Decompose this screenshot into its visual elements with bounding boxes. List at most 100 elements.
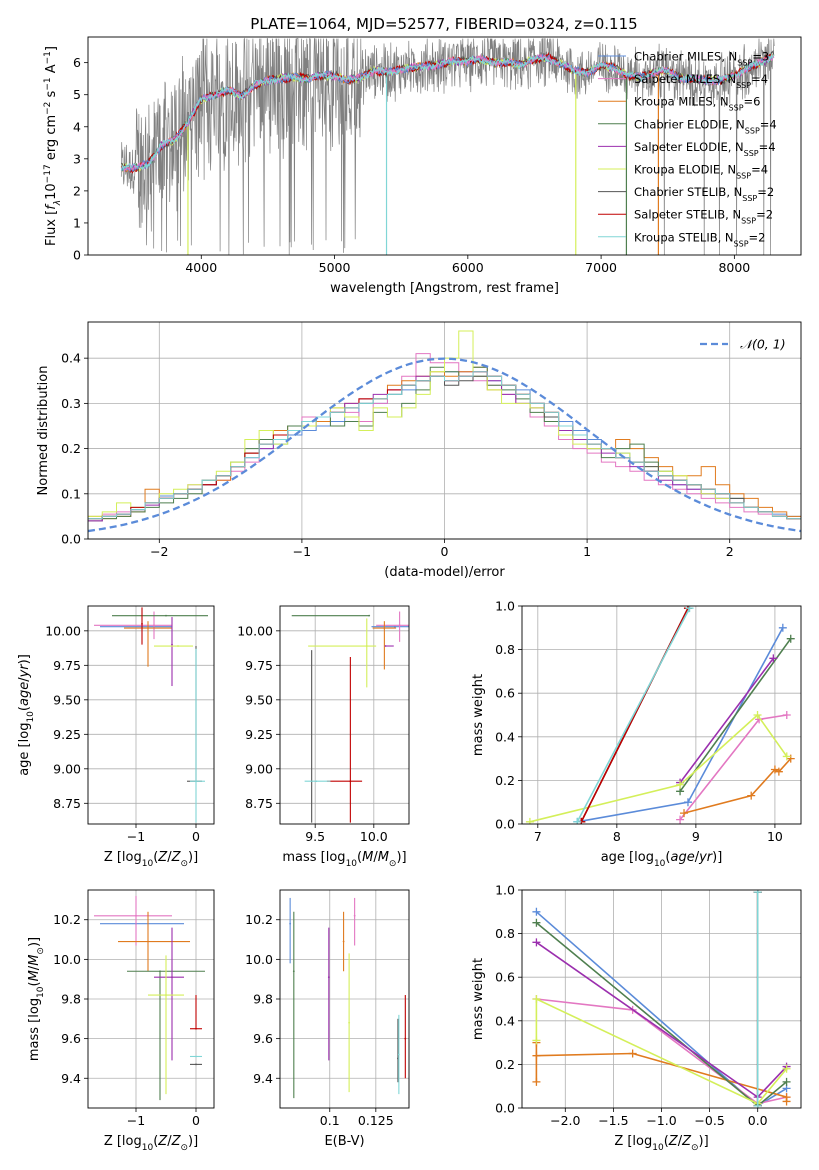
panel-mass-vs-metallicity: −1 0 9.4 9.6 9.8 10.0 10.2 Z [log10(Z/Z⊙)] mass …: [27, 889, 215, 1153]
y-tick-label: 10.00: [45, 623, 81, 638]
axes-frame: [521, 889, 802, 1109]
y-tick-label: 0.0: [495, 817, 515, 832]
x-axis-label: (data-model)/error: [384, 565, 505, 580]
series-marker-salpeter_elodie: [769, 654, 778, 663]
legend-label: Kroupa ELODIE, NSSP=4: [634, 163, 768, 181]
x-tick-label: 8: [613, 829, 621, 844]
axes-frame: [87, 321, 802, 540]
y-tick-label: 1.0: [495, 599, 515, 614]
data-point-salpeter_miles: [353, 914, 356, 917]
x-axis-label: wavelength [Angstrom, rest frame]: [330, 281, 559, 296]
y-axis-label: Flux [fλ10−17 erg cm−2 s−1 A−1]: [43, 46, 63, 246]
y-axis-label: mass weight: [471, 958, 486, 1040]
y-tick-label: 8.75: [245, 796, 273, 811]
x-axis-label: age [log10(age/yr)]: [601, 850, 723, 869]
data-point-kroupa_miles: [147, 940, 149, 943]
series-marker-kroupa_miles: [747, 791, 756, 800]
y-tick-label: 9.75: [245, 658, 273, 673]
data-point-chabrier_miles: [289, 922, 292, 925]
series-marker-chabrier_elodie: [786, 634, 795, 643]
series-marker-kroupa_miles: [532, 1051, 541, 1060]
panel-mass-weight-vs-age: 7 8 9 10 0.0 0.2 0.4 0.6 0.8 1.0 age [log10(age/yr…: [471, 599, 802, 869]
x-tick-label: 4000: [185, 260, 217, 275]
series-marker-kroupa_miles: [782, 1097, 791, 1106]
panel-mass-vs-extinction: 0.1 0.125 9.4 9.6 9.8 10.0 10.2 E(B-V): [245, 889, 410, 1149]
data-point-kroupa_miles: [383, 627, 386, 629]
y-tick-label: 0.2: [495, 1057, 515, 1072]
y-tick-label: 9.25: [53, 727, 81, 742]
series-marker-kroupa_elodie: [676, 780, 685, 789]
x-tick-label: −1: [293, 544, 311, 559]
data-point-kroupa_elodie: [165, 994, 167, 996]
x-tick-label: 5000: [319, 260, 351, 275]
data-point-chabrier_elodie: [292, 970, 295, 973]
series-line-kroupa_stelib: [576, 607, 691, 823]
y-tick-label: 0: [73, 248, 81, 263]
figure-title: PLATE=1064, MJD=52577, FIBERID=0324, z=0…: [250, 15, 637, 33]
series-marker-kroupa_elodie: [753, 711, 762, 719]
series-marker-kroupa_elodie: [782, 752, 791, 761]
data-point-chabrier_elodie: [368, 614, 371, 617]
panel-age-vs-metallicity: −1 0 8.75 9.00 9.25 9.50 9.75 10.00 Z [log10(Z/Z…: [17, 605, 215, 869]
series-marker-kroupa_miles: [532, 1077, 541, 1086]
x-tick-label: 9.5: [305, 829, 325, 844]
data-point-salpeter_elodie: [171, 976, 173, 979]
y-tick-label: 0.6: [495, 970, 515, 985]
data-point-chabrier_elodie: [159, 970, 161, 973]
x-tick-label: −1.0: [646, 1113, 676, 1128]
y-tick-label: 9.50: [53, 692, 81, 707]
x-tick-label: 0.1: [320, 1113, 340, 1128]
data-point-salpeter_elodie: [384, 645, 387, 647]
legend-label: Salpeter STELIB, NSSP=2: [634, 208, 773, 226]
data-point-kroupa_elodie: [365, 645, 368, 647]
panel-residual-histogram: −2 −1 0 1 2 0.0 0.1 0.2 0.3 0.4 𝒩(0, 1) (data-model…: [36, 321, 802, 580]
series-marker-kroupa_elodie: [525, 817, 534, 824]
y-tick-label: 0.4: [61, 351, 81, 366]
y-tick-label: 9.6: [61, 1031, 81, 1046]
data-point-chabrier_elodie: [165, 614, 167, 617]
gaussian-reference-curve: [88, 357, 801, 533]
x-tick-label: 6000: [452, 260, 484, 275]
y-axis-label: Normed distribution: [36, 366, 51, 496]
y-axis-label: mass weight: [471, 674, 486, 756]
y-axis-label: mass [log10(M/M⊙)]: [27, 937, 46, 1061]
y-tick-label: 10.0: [245, 952, 273, 967]
y-tick-label: 6: [73, 55, 81, 70]
y-tick-label: 10.00: [237, 623, 273, 638]
y-tick-label: 3: [73, 151, 81, 166]
series-marker-kroupa_miles: [774, 767, 783, 776]
series-marker-kroupa_stelib: [753, 890, 762, 897]
y-tick-label: 9.8: [61, 992, 81, 1007]
x-tick-label: −2.0: [550, 1113, 580, 1128]
data-point-chabrier_stelib: [195, 1063, 197, 1066]
series-line-chabrier_elodie: [679, 638, 792, 792]
data-point-salpeter_miles: [135, 914, 137, 917]
data-point-kroupa_stelib: [315, 780, 318, 783]
y-tick-label: 9.25: [245, 727, 273, 742]
y-tick-label: 10.0: [53, 952, 81, 967]
legend-label: Chabrier ELODIE, NSSP=4: [634, 117, 777, 135]
x-tick-label: 2: [726, 544, 734, 559]
y-tick-label: 10.2: [53, 912, 81, 927]
data-point-salpeter_elodie: [327, 976, 330, 979]
x-tick-label: −1: [127, 1113, 145, 1128]
y-tick-label: 9.6: [253, 1031, 273, 1046]
y-tick-label: 0.0: [495, 1101, 515, 1116]
axes-frame: [279, 889, 410, 1109]
data-point-chabrier_miles: [394, 625, 396, 628]
series-marker-chabrier_elodie: [532, 918, 541, 927]
data-point-salpeter_stelib: [195, 1027, 197, 1030]
x-tick-label: −0.5: [694, 1113, 724, 1128]
axes-frame: [87, 889, 215, 1109]
axes-frame: [521, 605, 802, 825]
series-marker-kroupa_miles: [628, 1049, 637, 1058]
y-tick-label: 0.6: [495, 686, 515, 701]
y-tick-label: 0.4: [495, 729, 515, 744]
data-point-salpeter_stelib: [141, 623, 143, 625]
x-tick-label: 0: [192, 1113, 200, 1128]
y-tick-label: 9.8: [253, 992, 273, 1007]
x-axis-label: mass [log10(M/M⊙)]: [282, 850, 406, 869]
y-tick-label: 2: [73, 183, 81, 198]
y-tick-label: 9.4: [253, 1071, 273, 1086]
